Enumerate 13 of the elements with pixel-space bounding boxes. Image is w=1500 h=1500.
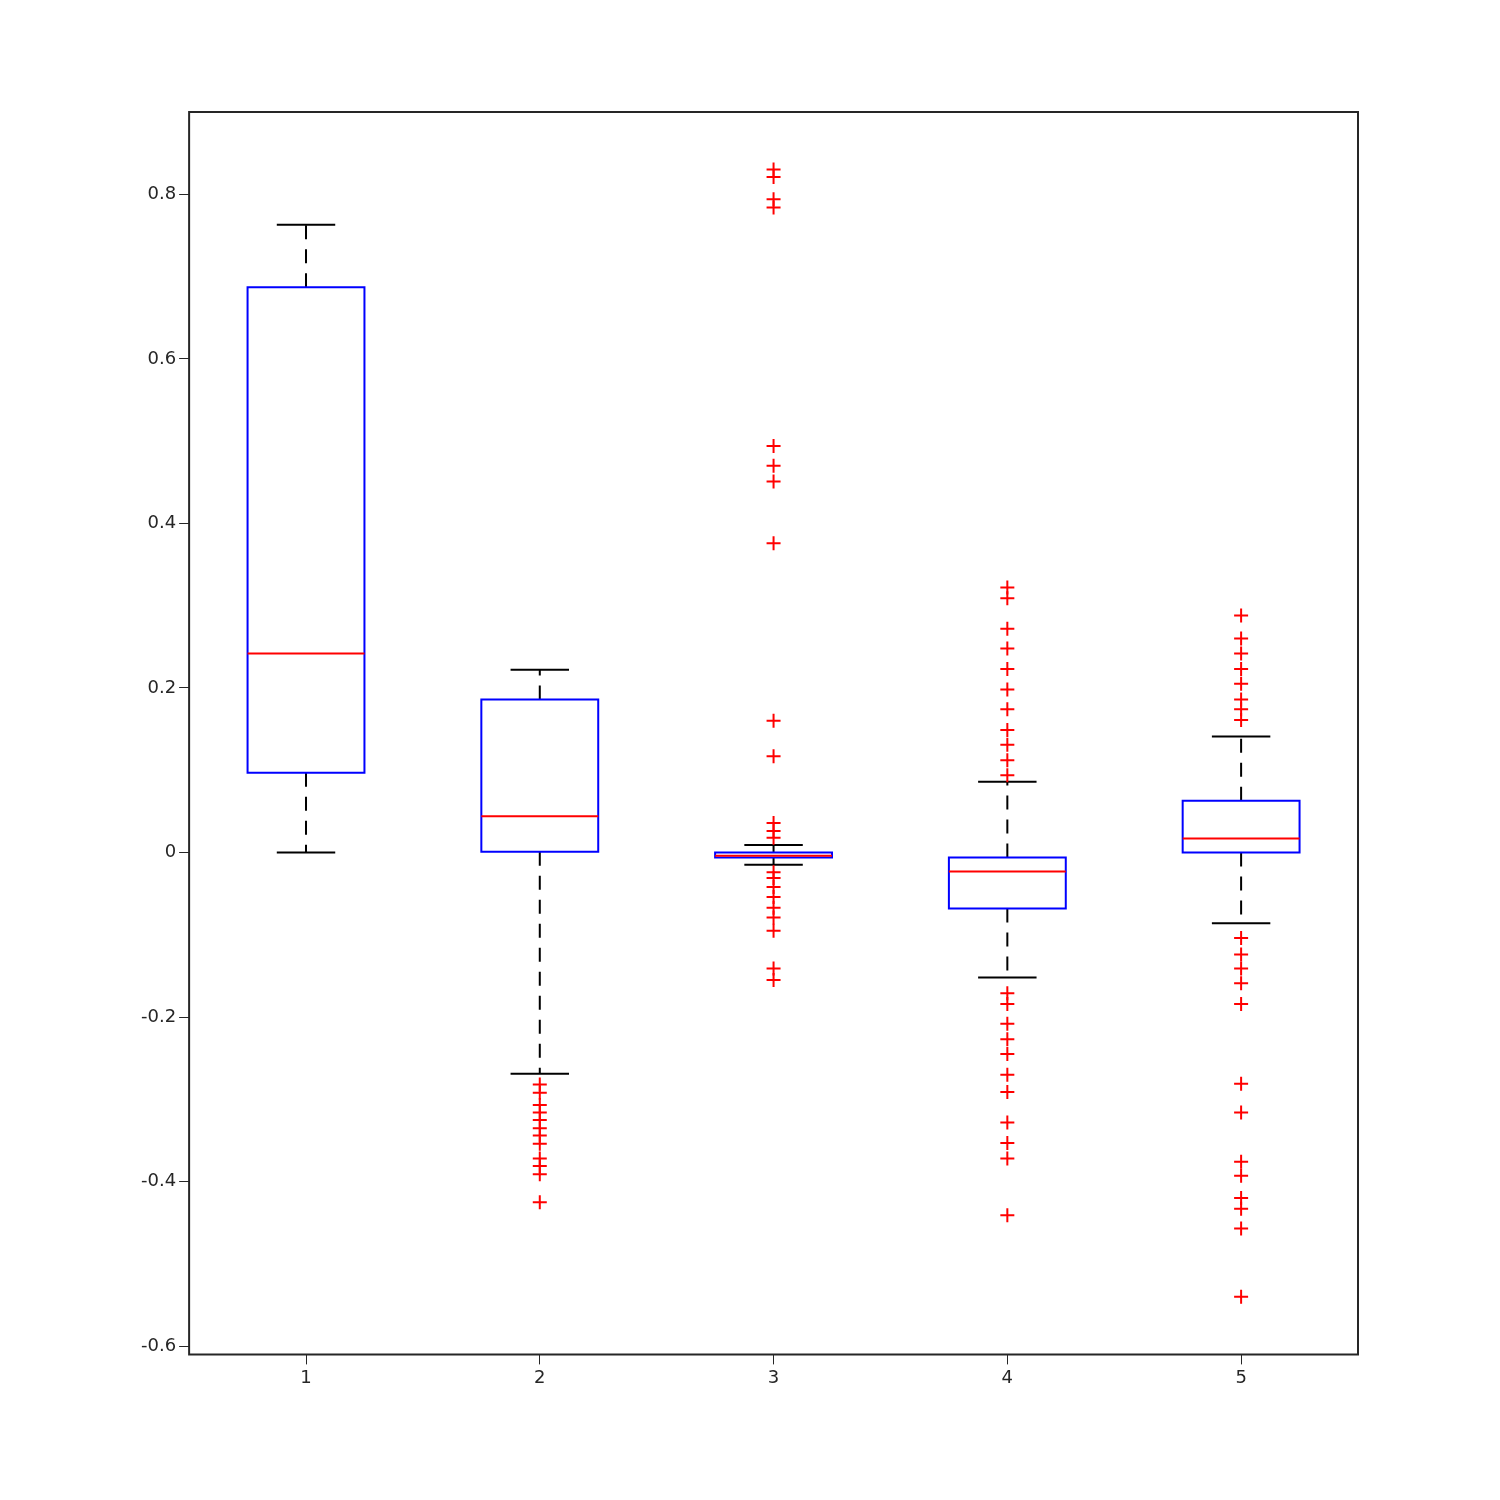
- y-tick-label: 0: [164, 840, 177, 862]
- x-tick-label: 3: [767, 1365, 780, 1387]
- x-tick-label: 5: [1235, 1365, 1247, 1387]
- y-tick-label: -0.4: [141, 1169, 177, 1191]
- x-tick-label: 2: [534, 1365, 546, 1387]
- y-tick-label: 0.6: [147, 346, 177, 368]
- x-tick-label: 1: [300, 1365, 312, 1387]
- x-tick-label: 4: [1001, 1365, 1014, 1387]
- y-tick-label: 0.2: [147, 675, 177, 697]
- y-tick-label: 0.4: [147, 511, 177, 533]
- y-tick-label: -0.6: [141, 1333, 177, 1355]
- y-tick-label: 0.8: [147, 181, 177, 203]
- y-tick-label: -0.2: [141, 1004, 177, 1026]
